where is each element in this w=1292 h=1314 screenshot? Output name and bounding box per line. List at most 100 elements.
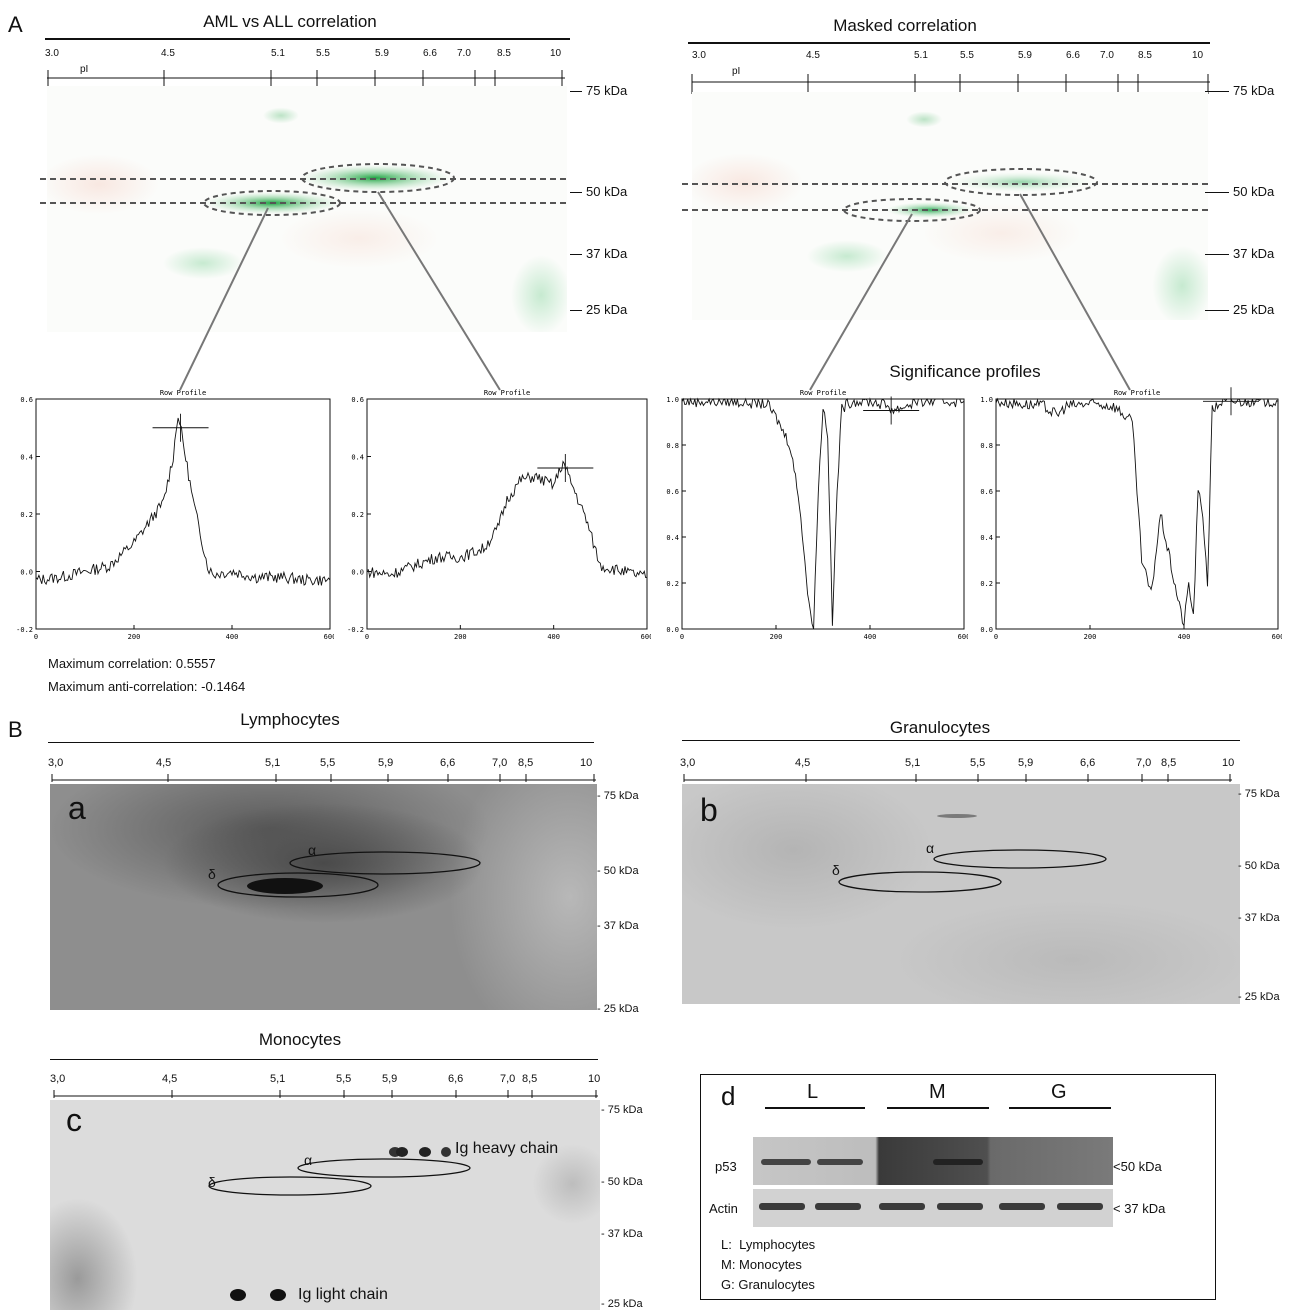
x-tick-label: 600 [641,633,651,641]
lymph-spots [217,851,481,898]
granulocytes-title: Granulocytes [889,718,991,737]
plot-frame [681,398,965,630]
legend-M: M: Monocytes [721,1257,802,1272]
actin-blot-strip [753,1189,1113,1227]
mono-underline [50,1059,598,1060]
chart-title: Row Profile [484,389,530,397]
y-tick-label: 0.2 [351,511,364,519]
y-tick-label: 0.8 [666,442,679,450]
granulocytes-blot [682,784,1240,1004]
y-tick-label: 0.2 [20,511,33,519]
y-tick-label: 0.2 [666,580,679,588]
profile-line [366,460,648,579]
title-underline [45,38,570,40]
ph-axis-right-line [691,74,1210,94]
western-blot-box: d L M G p53 <50 kDa Actin < 37 kDa L: Ly… [700,1074,1216,1300]
chart-title: Row Profile [1114,389,1160,397]
lane-label-G: G [1051,1081,1067,1103]
profile-line [995,397,1279,628]
significance-profile-chart-2: Row Profile 0.0 0.2 0.4 0.6 0.8 1.0 0 200 400 600 [980,387,1282,641]
lymph-alpha: α [308,842,317,858]
p53-label: p53 [715,1159,737,1174]
gran-mw-labels: - 75 kDa - 50 kDa - 37 kDa - 25 kDa [1238,788,1280,1003]
connector-lines [179,191,1131,391]
y-tick-label: 0.6 [20,396,33,404]
y-tick-label: 0.6 [351,396,364,404]
masked-spots-right [682,168,1208,222]
x-tick-label: 600 [958,633,968,641]
x-tick-label: 200 [128,633,141,641]
chart-title: Row Profile [800,389,846,397]
max-correlation-text: Maximum correlation: 0.5557 [48,656,216,671]
row-profile-chart-1: Row Profile -0.2 0.0 0.2 0.4 0.6 0 200 400 600 [16,389,334,641]
y-tick-label: 0.2 [980,580,993,588]
lymph-ph-line [51,774,596,782]
x-tick-label: 400 [1178,633,1191,641]
mono-ph-line [53,1090,598,1098]
significance-profile-chart-1: Row Profile 0.0 0.2 0.4 0.6 0.8 1.0 0 200 400 600 [666,389,968,641]
lane-label-L: L [807,1081,819,1103]
mono-ph-axis: 3,0 4,5 5,1 5,5 5,9 6,6 7,0 8,5 10 [50,1073,601,1085]
gran-spots [838,814,1107,893]
y-tick-label: 1.0 [666,396,679,404]
x-tick-label: 400 [226,633,239,641]
lymphocytes-title: Lymphocytes [240,710,340,729]
x-tick-label: 600 [1272,633,1282,641]
y-tick-label: -0.2 [347,626,364,634]
x-tick-label: 400 [864,633,877,641]
p53-mw: <50 kDa [1113,1159,1162,1174]
y-tick-label: 0.0 [351,569,364,577]
profile-line [681,397,965,630]
gran-underline [682,740,1240,741]
x-tick-label: 200 [770,633,783,641]
y-tick-label: 0.8 [980,442,993,450]
monocytes-blot [50,1100,600,1310]
plot-frame [366,398,648,630]
plot-frame [35,398,331,630]
significance-title: Significance profiles [889,362,1041,381]
y-tick-label: 0.0 [666,626,679,634]
ph-axis-right: 3.0 4.5 5.1 5.5 5.9 6.6 7.0 8.5 10 pI [692,50,1204,77]
y-tick-label: 0.6 [666,488,679,496]
x-tick-label: 600 [324,633,334,641]
y-tick-label: 1.0 [980,396,993,404]
lane-bar-M [887,1107,989,1109]
ig-heavy-chain-label: Ig heavy chain [455,1140,559,1157]
x-tick-label: 200 [1084,633,1097,641]
x-tick-label: 0 [994,633,998,641]
lymph-ph-axis: 3,0 4,5 5,1 5,5 5,9 6,6 7,0 8,5 10 [48,757,593,769]
ph-axis-left: 3.0 4.5 5.1 5.5 5.9 6.6 7.0 8.5 10 pI [45,48,562,75]
mw-labels-right: 75 kDa 50 kDa 37 kDa 25 kDa [1205,80,1292,320]
aml-all-title: AML vs ALL correlation [203,12,377,31]
gran-panel-letter: b [700,792,718,828]
masked-title: Masked correlation [833,16,977,35]
y-tick-label: 0.4 [20,454,33,462]
mono-delta: δ [208,1174,216,1190]
western-panel-letter: d [721,1081,736,1111]
y-tick-label: 0.4 [980,534,993,542]
mw-labels-left: 75 kDa 50 kDa 37 kDa 25 kDa [570,80,670,320]
legend-G: G: Granulocytes [721,1277,815,1292]
actin-label: Actin [709,1201,738,1216]
y-tick-label: 0.4 [666,534,679,542]
panel-b-letter: B [8,717,23,742]
gran-alpha: α [926,840,935,856]
gran-ph-line [683,774,1232,782]
actin-mw: < 37 kDa [1113,1201,1166,1216]
x-tick-label: 200 [454,633,467,641]
legend-L: L: Lymphocytes [721,1237,816,1252]
lymph-delta: δ [208,866,216,882]
mono-spots [208,1147,471,1301]
plot-frame [995,398,1279,630]
max-anticorrelation-text: Maximum anti-correlation: -0.1464 [48,679,246,694]
lane-label-M: M [929,1081,946,1103]
correlation-spots-left [40,163,568,216]
title-underline-right [688,42,1210,44]
lymph-mw-labels: - 75 kDa - 50 kDa - 37 kDa - 25 kDa [597,790,639,1015]
panel-a-letter: A [8,12,23,37]
lymph-panel-letter: a [68,790,86,826]
lane-bar-L [765,1107,865,1109]
gran-ph-axis: 3,0 4,5 5,1 5,5 5,9 6,6 7,0 8,5 10 [680,757,1235,769]
mono-alpha: α [304,1152,313,1168]
y-tick-label: 0.4 [351,454,364,462]
